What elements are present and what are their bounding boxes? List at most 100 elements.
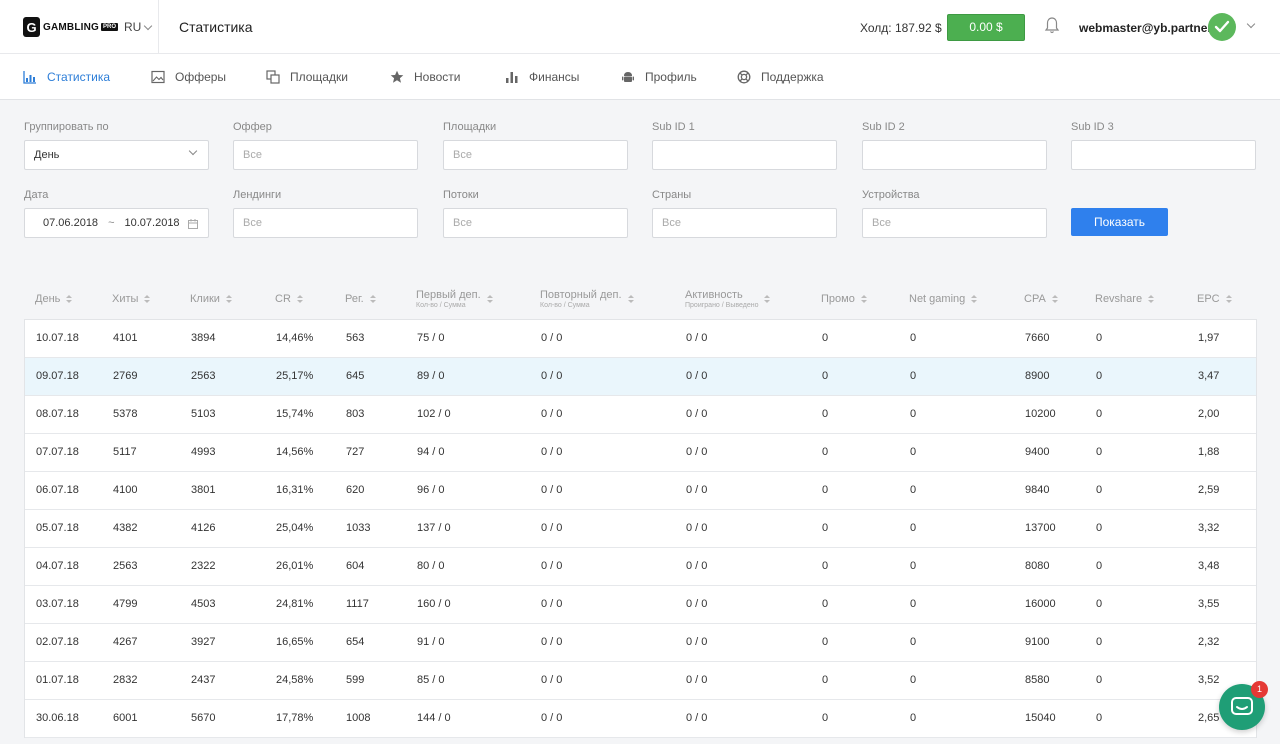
- offer-field[interactable]: [233, 140, 418, 170]
- group-by-select[interactable]: День: [24, 140, 209, 170]
- table-cell: 1008: [346, 712, 371, 724]
- column-header[interactable]: Первый деп. Кол-во / Сумма: [416, 280, 493, 318]
- devices-input[interactable]: [872, 217, 1046, 229]
- calendar-icon: [188, 219, 198, 229]
- subid3-input[interactable]: [1081, 149, 1255, 161]
- nav-item-statistics[interactable]: Статистика: [23, 70, 110, 84]
- column-header[interactable]: CPA: [1024, 280, 1058, 318]
- column-header[interactable]: День: [35, 280, 73, 318]
- hold-balance: Холд: 187.92 $: [860, 21, 942, 35]
- subid2-field[interactable]: [862, 140, 1047, 170]
- platforms-input[interactable]: [453, 149, 627, 161]
- subid3-field[interactable]: [1071, 140, 1256, 170]
- countries-input[interactable]: [662, 217, 836, 229]
- table-cell: 1033: [346, 522, 371, 534]
- table-cell: 0: [822, 560, 829, 572]
- table-row[interactable]: 03.07.18 4799 4503 24,81% 1117 160 / 0 0 / 0 0 …: [25, 586, 1256, 624]
- table-cell: 08.07.18: [36, 408, 79, 420]
- table-cell: 599: [346, 674, 365, 686]
- column-header[interactable]: CR: [275, 280, 303, 318]
- date-range-picker[interactable]: 07.06.2018 ~ 10.07.2018: [24, 208, 209, 238]
- header-divider: [158, 0, 159, 54]
- table-row[interactable]: 08.07.18 5378 5103 15,74% 803 102 / 0 0 / 0 0 /…: [25, 396, 1256, 434]
- column-header[interactable]: EPC: [1197, 280, 1232, 318]
- nav-item-offers[interactable]: Офферы: [151, 70, 226, 84]
- nav-label: Профиль: [645, 70, 697, 84]
- table-row[interactable]: 30.06.18 6001 5670 17,78% 1008 144 / 0 0 / 0 0 …: [25, 700, 1256, 738]
- column-header[interactable]: Клики: [190, 280, 232, 318]
- table-cell: 3927: [191, 636, 216, 648]
- logo[interactable]: G GAMBLING PRO: [23, 17, 119, 37]
- table-cell: 0: [910, 522, 917, 534]
- subid1-input[interactable]: [662, 149, 836, 161]
- table-row[interactable]: 05.07.18 4382 4126 25,04% 1033 137 / 0 0 / 0 0 …: [25, 510, 1256, 548]
- table-cell: 04.07.18: [36, 560, 79, 572]
- column-header[interactable]: Повторный деп. Кол-во / Сумма: [540, 280, 634, 318]
- streams-input[interactable]: [453, 217, 627, 229]
- table-row[interactable]: 01.07.18 2832 2437 24,58% 599 85 / 0 0 / 0 0 / …: [25, 662, 1256, 700]
- table-cell: 2437: [191, 674, 216, 686]
- landings-field[interactable]: [233, 208, 418, 238]
- platforms-field[interactable]: [443, 140, 628, 170]
- sort-icon: [971, 295, 978, 303]
- subid1-field[interactable]: [652, 140, 837, 170]
- countries-field[interactable]: [652, 208, 837, 238]
- user-menu-chevron-icon[interactable]: [1246, 19, 1256, 29]
- avatar[interactable]: [1208, 13, 1236, 41]
- column-header-sublabel: Кол-во / Сумма: [540, 301, 590, 309]
- table-row[interactable]: 02.07.18 4267 3927 16,65% 654 91 / 0 0 / 0 0 / …: [25, 624, 1256, 662]
- android-icon: [622, 72, 634, 82]
- column-header-label: CR: [275, 293, 291, 305]
- nav-item-news[interactable]: Новости: [390, 70, 460, 84]
- nav-item-profile[interactable]: Профиль: [621, 70, 697, 84]
- column-header[interactable]: Revshare: [1095, 280, 1155, 318]
- table-cell: 0: [1096, 674, 1103, 686]
- table-cell: 160 / 0: [417, 598, 451, 610]
- table-cell: 0 / 0: [541, 712, 563, 724]
- platforms-label: Площадки: [443, 121, 497, 133]
- language-selector[interactable]: RU: [124, 20, 153, 34]
- table-cell: 727: [346, 446, 365, 458]
- balance-button[interactable]: 0.00 $: [947, 14, 1025, 41]
- copy-icon: [266, 70, 280, 84]
- table-cell: 0: [822, 484, 829, 496]
- table-cell: 3,52: [1198, 674, 1220, 686]
- column-header[interactable]: Net gaming: [909, 280, 978, 318]
- date-label: Дата: [24, 189, 49, 201]
- streams-field[interactable]: [443, 208, 628, 238]
- table-row[interactable]: 06.07.18 4100 3801 16,31% 620 96 / 0 0 / 0 0 / …: [25, 472, 1256, 510]
- column-header-label: День: [35, 293, 61, 305]
- column-header[interactable]: Хиты: [112, 280, 151, 318]
- table-row[interactable]: 10.07.18 4101 3894 14,46% 563 75 / 0 0 / 0 0 / …: [25, 320, 1256, 358]
- subid3-label: Sub ID 3: [1071, 121, 1114, 133]
- column-header[interactable]: Активность Проиграно / Выведено: [685, 280, 771, 318]
- column-header[interactable]: Промо: [821, 280, 867, 318]
- column-header[interactable]: Рег.: [345, 280, 376, 318]
- column-header-label: Клики: [190, 293, 220, 305]
- nav-item-finance[interactable]: Финансы: [505, 70, 579, 84]
- table-row[interactable]: 07.07.18 5117 4993 14,56% 727 94 / 0 0 / 0 0 / …: [25, 434, 1256, 472]
- date-from: 07.06.2018: [43, 217, 99, 229]
- table-cell: 620: [346, 484, 365, 496]
- table-cell: 89 / 0: [417, 370, 445, 382]
- landings-input[interactable]: [243, 217, 417, 229]
- table-cell: 8080: [1025, 560, 1050, 572]
- table-cell: 0: [1096, 712, 1103, 724]
- bell-icon[interactable]: [1044, 17, 1060, 35]
- stats-table: 10.07.18 4101 3894 14,46% 563 75 / 0 0 / 0 0 / …: [24, 319, 1257, 738]
- table-cell: 14,56%: [276, 446, 314, 458]
- offer-input[interactable]: [243, 149, 417, 161]
- show-button[interactable]: Показать: [1071, 208, 1168, 236]
- table-row[interactable]: 04.07.18 2563 2322 26,01% 604 80 / 0 0 / 0 0 / …: [25, 548, 1256, 586]
- table-cell: 8900: [1025, 370, 1050, 382]
- subid2-input[interactable]: [872, 149, 1046, 161]
- nav-item-platforms[interactable]: Площадки: [266, 70, 348, 84]
- devices-field[interactable]: [862, 208, 1047, 238]
- table-row[interactable]: 09.07.18 2769 2563 25,17% 645 89 / 0 0 / 0 0 / …: [25, 358, 1256, 396]
- nav-item-support[interactable]: Поддержка: [737, 70, 824, 84]
- user-email[interactable]: webmaster@yb.partners: [1079, 21, 1219, 35]
- table-cell: 8580: [1025, 674, 1050, 686]
- table-cell: 0: [1096, 446, 1103, 458]
- table-cell: 03.07.18: [36, 598, 79, 610]
- streams-label: Потоки: [443, 189, 479, 201]
